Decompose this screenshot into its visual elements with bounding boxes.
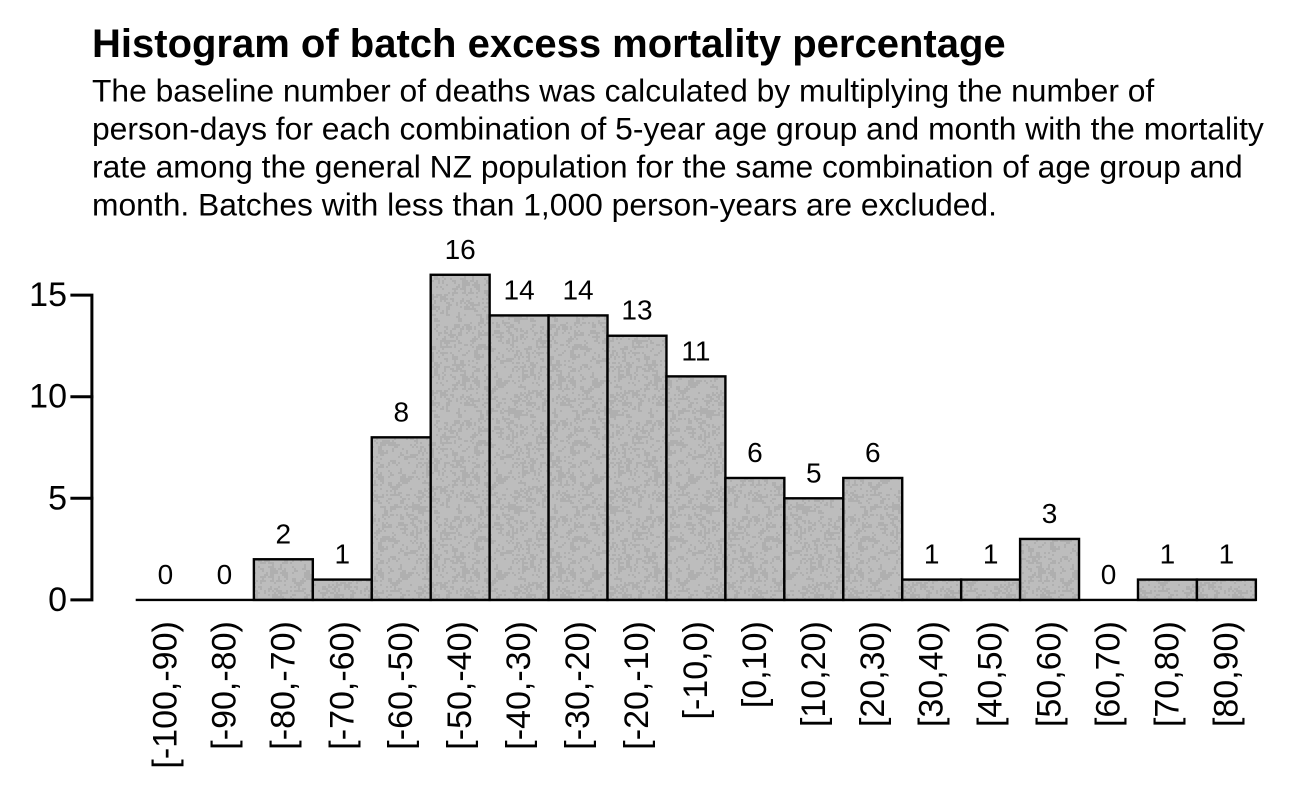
svg-text:0: 0 [48, 581, 67, 619]
svg-text:5: 5 [806, 457, 822, 488]
svg-text:The baseline number of deaths: The baseline number of deaths was calcul… [92, 73, 1154, 109]
svg-text:[80,90): [80,90) [1207, 621, 1245, 727]
svg-text:1: 1 [924, 539, 940, 570]
svg-text:15: 15 [29, 276, 67, 314]
svg-text:[40,50): [40,50) [972, 621, 1010, 727]
svg-text:[60,70): [60,70) [1090, 621, 1128, 727]
svg-text:[10,20): [10,20) [795, 621, 833, 727]
svg-text:14: 14 [562, 274, 593, 305]
svg-text:[-60,-50): [-60,-50) [382, 621, 420, 750]
svg-text:[-30,-20): [-30,-20) [559, 621, 597, 750]
svg-text:1: 1 [335, 539, 351, 570]
svg-text:[30,40): [30,40) [913, 621, 951, 727]
svg-text:[-80,-70): [-80,-70) [264, 621, 302, 750]
svg-text:1: 1 [1160, 539, 1176, 570]
svg-text:[-100,-90): [-100,-90) [146, 621, 184, 768]
svg-text:0: 0 [1101, 559, 1117, 590]
svg-text:8: 8 [393, 396, 409, 427]
svg-text:[-70,-60): [-70,-60) [323, 621, 361, 750]
svg-text:16: 16 [445, 234, 476, 265]
svg-text:14: 14 [504, 274, 535, 305]
svg-text:6: 6 [747, 437, 763, 468]
svg-text:Histogram of batch excess mort: Histogram of batch excess mortality perc… [92, 22, 1006, 66]
svg-text:rate among the general NZ popu: rate among the general NZ population for… [92, 149, 1243, 185]
svg-text:[20,30): [20,30) [854, 621, 892, 727]
svg-text:month. Batches with less than: month. Batches with less than 1,000 pers… [92, 187, 997, 223]
svg-text:6: 6 [865, 437, 881, 468]
svg-text:[-40,-30): [-40,-30) [500, 621, 538, 750]
svg-text:0: 0 [217, 559, 233, 590]
svg-text:5: 5 [48, 479, 67, 517]
svg-text:13: 13 [621, 295, 652, 326]
svg-text:[-20,-10): [-20,-10) [618, 621, 656, 750]
svg-text:[-90,-80): [-90,-80) [205, 621, 243, 750]
svg-text:person-days for each combinati: person-days for each combination of 5-ye… [92, 111, 1264, 147]
svg-text:10: 10 [29, 378, 67, 416]
svg-text:11: 11 [681, 335, 710, 366]
svg-text:1: 1 [983, 539, 999, 570]
svg-text:[70,80): [70,80) [1148, 621, 1186, 727]
svg-text:2: 2 [276, 518, 292, 549]
svg-text:[-50,-40): [-50,-40) [441, 621, 479, 750]
svg-text:3: 3 [1042, 498, 1058, 529]
svg-text:0: 0 [158, 559, 174, 590]
svg-text:[-10,0): [-10,0) [677, 621, 715, 719]
svg-text:[50,60): [50,60) [1031, 621, 1069, 727]
svg-text:[0,10): [0,10) [736, 621, 774, 708]
svg-text:1: 1 [1219, 539, 1235, 570]
